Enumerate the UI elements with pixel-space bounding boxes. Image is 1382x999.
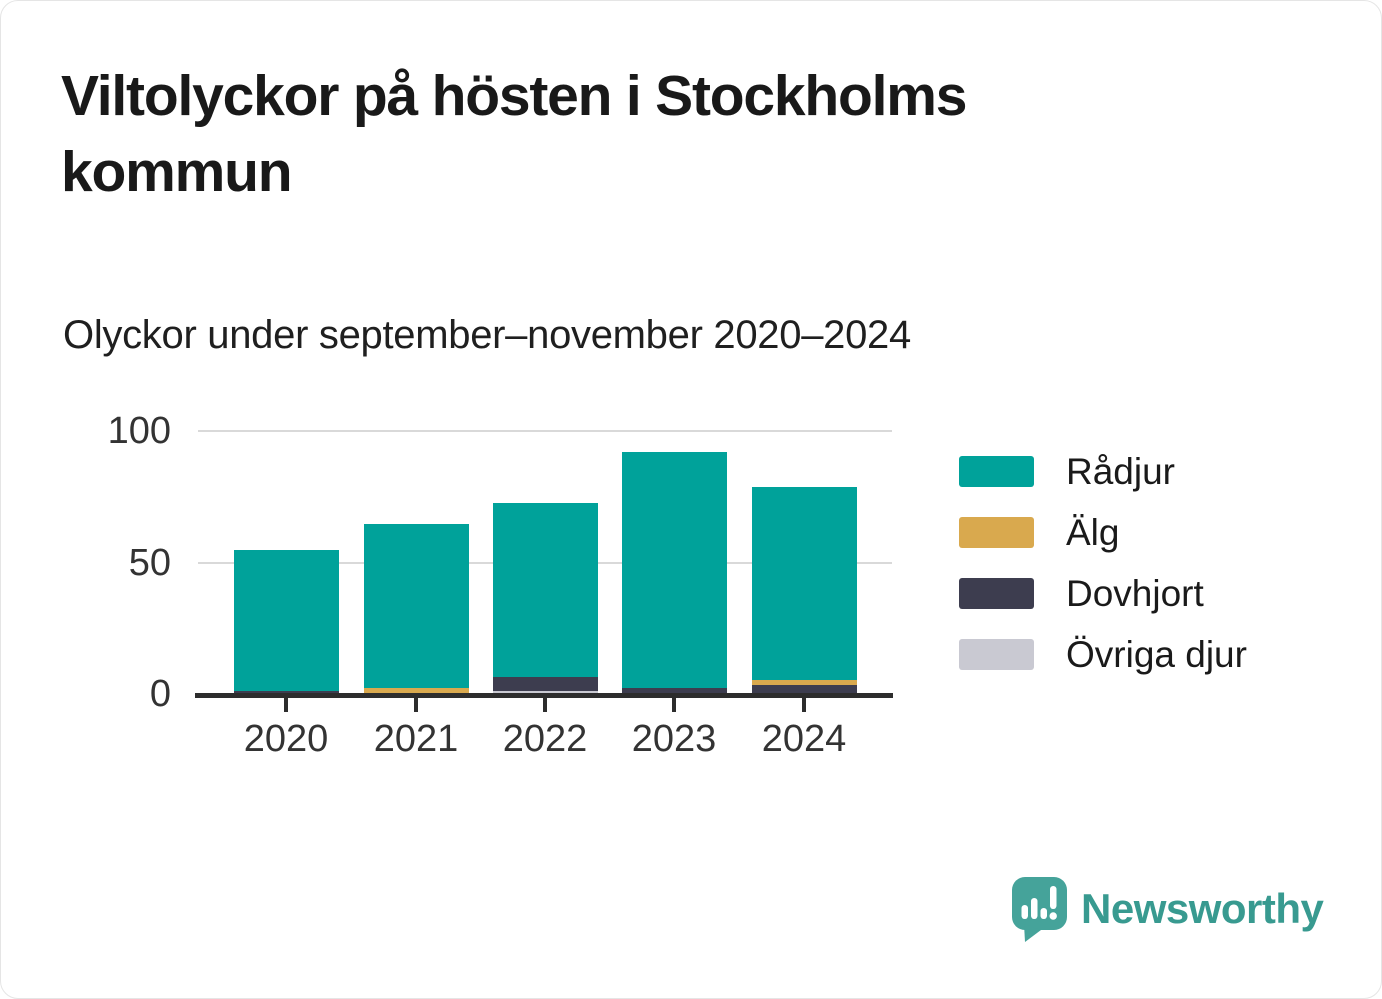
x-axis-label-2023: 2023 — [631, 718, 717, 760]
bar-segment-radjur-2020 — [233, 550, 339, 691]
legend: Rådjur Älg Dovhjort Övriga djur — [959, 451, 1319, 700]
bar-segment-alg-2021 — [363, 688, 469, 696]
x-axis-label-2022: 2022 — [502, 718, 588, 760]
bar-segment-dovhjort-2022 — [492, 677, 598, 691]
y-axis-tick-label-0: 0 — [149, 673, 171, 715]
bar-2021 — [363, 431, 469, 696]
bar-segment-radjur-2021 — [363, 523, 469, 689]
bar-2024 — [751, 431, 857, 696]
x-axis-tick-2022 — [543, 698, 547, 712]
x-axis-tick-2023 — [672, 698, 676, 712]
legend-swatch-alg — [959, 517, 1034, 548]
legend-swatch-radjur — [959, 456, 1034, 487]
bar-segment-dovhjort-2024 — [751, 685, 857, 696]
chart-subtitle: Olyckor under september–november 2020–20… — [63, 313, 911, 357]
x-axis-label-2020: 2020 — [243, 718, 329, 760]
bar-2022 — [492, 431, 598, 696]
y-axis-tick-label-100: 100 — [107, 410, 171, 452]
x-axis-label-2024: 2024 — [761, 718, 847, 760]
legend-item-dovhjort: Dovhjort — [959, 573, 1319, 614]
y-axis-tick-label-50: 50 — [128, 542, 171, 584]
legend-label-dovhjort: Dovhjort — [1066, 572, 1204, 614]
legend-label-ovriga-djur: Övriga djur — [1066, 633, 1247, 675]
legend-item-alg: Älg — [959, 512, 1319, 553]
bar-segment-radjur-2024 — [751, 486, 857, 681]
x-axis-tick-2024 — [802, 698, 806, 712]
x-axis-tick-2021 — [414, 698, 418, 712]
bar-segment-alg-2024 — [751, 680, 857, 686]
bar-2020 — [233, 431, 339, 696]
legend-item-radjur: Rådjur — [959, 451, 1319, 492]
bar-segment-radjur-2023 — [621, 452, 727, 689]
plot-area: 2020 2021 2022 2023 2024 — [195, 430, 893, 760]
x-axis-tick-2020 — [284, 698, 288, 712]
x-axis-line — [195, 693, 893, 698]
bar-segment-dovhjort-2023 — [621, 688, 727, 696]
legend-item-ovriga-djur: Övriga djur — [959, 634, 1319, 675]
newsworthy-logo-icon — [1012, 877, 1067, 942]
legend-label-radjur: Rådjur — [1066, 450, 1175, 492]
legend-swatch-ovriga-djur — [959, 639, 1034, 670]
bar-segment-radjur-2022 — [492, 502, 598, 678]
newsworthy-wordmark: Newsworthy — [1081, 885, 1324, 932]
bar-2023 — [621, 431, 727, 696]
x-axis-label-2021: 2021 — [373, 718, 459, 760]
legend-label-alg: Älg — [1066, 511, 1120, 553]
gridline-100 — [198, 430, 892, 432]
page-title: Viltolyckor på hösten i Stockholms kommu… — [61, 64, 967, 204]
legend-swatch-dovhjort — [959, 578, 1034, 609]
